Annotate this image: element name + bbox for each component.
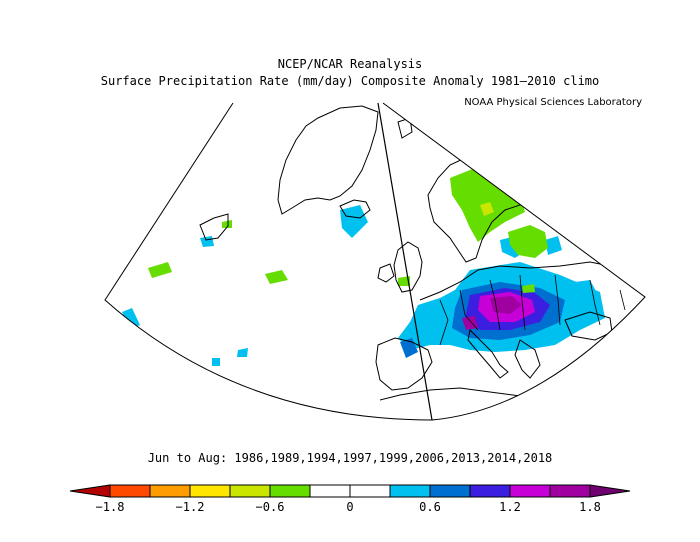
colorbar-bin xyxy=(229,484,271,498)
period-text: Jun to Aug: 1986,1989,1994,1997,1999,200… xyxy=(147,451,553,465)
italy-coastline xyxy=(467,328,509,379)
positive-anomaly-region xyxy=(200,236,214,247)
north-africa-coastline xyxy=(379,387,581,401)
negative-anomaly-region xyxy=(222,220,232,228)
arctic-island-coastline xyxy=(397,117,413,139)
colorbar-tick-label: −0.6 xyxy=(255,500,285,514)
positive-anomaly-region xyxy=(575,280,598,300)
colorbar-bin xyxy=(549,484,591,498)
colorbar-bin xyxy=(109,484,151,498)
colorbar-tick-label: −1.8 xyxy=(95,500,125,514)
anomaly-shading xyxy=(122,168,605,366)
positive-anomaly-region xyxy=(340,205,368,238)
colorbar-tick-label: 0.6 xyxy=(419,500,441,514)
greenland-coastline xyxy=(277,105,379,215)
colorbar-bin xyxy=(589,484,631,498)
negative-anomaly-region xyxy=(522,284,535,293)
colorbar-tick-label: 1.2 xyxy=(499,500,521,514)
colorbar-bin xyxy=(149,484,191,498)
balkans-coastline xyxy=(514,339,541,379)
title-line-1: NCEP/NCAR Reanalysis xyxy=(277,57,423,71)
country-borders xyxy=(439,274,626,346)
british-isles-coastline xyxy=(393,241,423,293)
colorbar-bin xyxy=(509,484,551,498)
colorbar-bin xyxy=(189,484,231,498)
coastlines xyxy=(199,105,645,401)
positive-anomaly-region xyxy=(490,296,522,314)
negative-anomaly-region xyxy=(148,262,172,278)
ireland-coastline xyxy=(377,263,395,283)
iceland-coastline xyxy=(339,199,371,219)
positive-anomaly-region xyxy=(462,316,478,330)
arctic-island-coastline xyxy=(199,213,229,241)
meridian-line xyxy=(377,102,433,421)
colorbar-bin xyxy=(389,484,431,498)
map-sector-boundary xyxy=(104,102,646,421)
colorbar-bin xyxy=(429,484,471,498)
negative-anomaly-region xyxy=(265,270,288,284)
colorbar-bin xyxy=(469,484,511,498)
positive-anomaly-region xyxy=(237,348,248,357)
colorbar-bin xyxy=(309,484,351,498)
colorbar-tick-label: −1.2 xyxy=(175,500,205,514)
title-line-2: Surface Precipitation Rate (mm/day) Comp… xyxy=(100,74,600,88)
credit-text: NOAA Physical Sciences Laboratory xyxy=(464,97,642,108)
negative-anomaly-region xyxy=(480,202,494,216)
positive-anomaly-region xyxy=(212,358,220,366)
iberia-coastline xyxy=(375,337,433,391)
colorbar-bin xyxy=(349,484,391,498)
positive-anomaly-region xyxy=(545,236,562,255)
colorbar xyxy=(69,484,631,498)
colorbar-tick-label: 0 xyxy=(346,500,354,514)
colorbar-bin xyxy=(269,484,311,498)
colorbar-bin xyxy=(69,484,111,498)
negative-anomaly-region xyxy=(508,225,548,258)
colorbar-tick-label: 1.8 xyxy=(579,500,601,514)
negative-anomaly-region xyxy=(398,276,410,286)
